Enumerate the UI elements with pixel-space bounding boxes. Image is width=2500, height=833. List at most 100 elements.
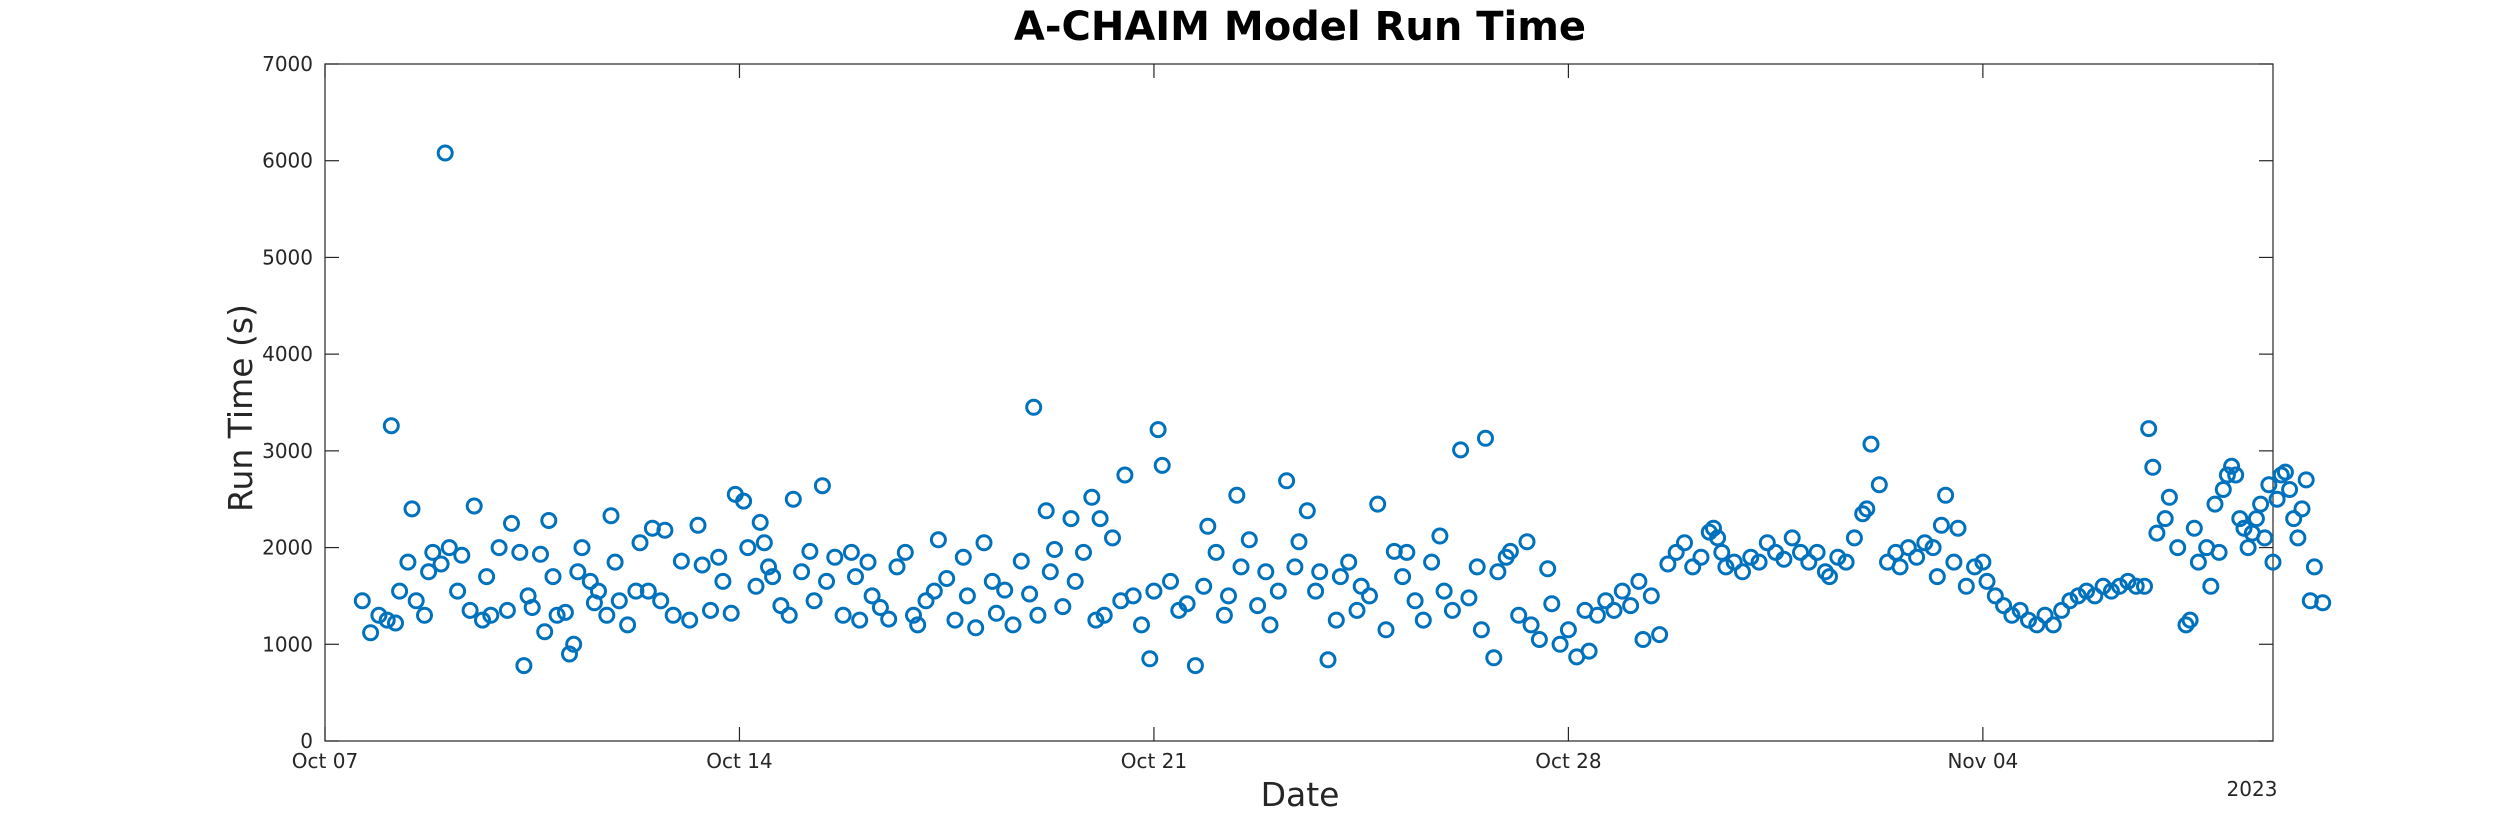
data-point [1800,553,1818,571]
data-point [465,497,483,515]
data-point [2206,495,2224,513]
data-point [722,604,740,622]
y-tick-label: 3000 [262,439,313,463]
data-point [573,539,591,557]
data-point [1435,582,1453,600]
data-point [2136,577,2153,595]
data-point [1978,572,1996,590]
data-point [602,507,620,525]
data-point [2169,539,2187,557]
data-point [859,553,877,571]
data-point [1257,563,1275,581]
data-point [2252,495,2270,513]
data-point [929,531,947,549]
data-point [2223,457,2241,475]
data-point [2053,601,2071,619]
data-point [751,513,769,531]
data-point [1709,529,1727,547]
data-point [490,539,508,557]
x-tick-label: Oct 07 [292,749,358,773]
data-point [544,568,562,586]
data-point [793,563,811,581]
plot-box [324,63,2274,742]
data-point [1307,582,1325,600]
data-point [938,570,956,587]
data-point [382,417,400,435]
data-point [1141,650,1159,668]
data-point [863,587,881,605]
data-point [880,610,898,628]
data-point [1311,563,1329,581]
data-point [1551,635,1569,653]
data-point [1054,598,1072,616]
data-point [1029,606,1047,624]
data-point [1937,486,1955,504]
data-point [1286,558,1304,576]
data-point [432,555,450,573]
data-point [503,514,520,532]
y-tick-label: 2000 [262,536,313,560]
data-point [1319,651,1337,669]
data-point [1829,548,1847,566]
data-point [1199,517,1217,535]
data-point [1684,558,1702,576]
data-point [2127,577,2145,595]
data-point [1966,558,1984,576]
data-point [909,616,927,634]
data-point [2247,510,2265,528]
data-point [1145,582,1163,600]
data-point [1004,616,1022,634]
data-point [2214,481,2232,498]
data-point [1423,553,1441,571]
data-point [1414,611,1432,629]
data-point [958,587,976,605]
data-point [449,582,467,600]
data-point [2239,539,2257,557]
data-point [1870,476,1888,494]
data-point [1186,657,1204,675]
data-point [1037,502,1055,520]
data-point [1821,568,1838,586]
data-point [1290,533,1308,551]
data-point [1530,631,1548,648]
data-point [805,592,823,610]
data-point [1348,601,1366,619]
data-point [1908,548,1926,566]
data-point [672,552,690,570]
data-point [664,606,682,624]
data-point [387,614,404,632]
data-point [362,624,380,642]
data-point [1783,529,1801,547]
data-point [2003,606,2021,624]
data-point [1775,550,1793,568]
data-point [2260,476,2278,494]
data-point [1091,510,1109,528]
data-point [1232,558,1250,576]
data-point [590,582,607,600]
data-point [1066,572,1084,590]
data-point [1957,577,1975,595]
data-point [656,521,674,539]
data-point [1945,553,1963,571]
data-point [1431,527,1449,545]
x-tick-label: Oct 21 [1121,749,1187,773]
data-point [1083,488,1101,506]
data-point [639,582,657,600]
data-point [416,606,433,624]
data-point [1153,456,1171,474]
data-point [755,534,773,552]
data-point [1025,398,1043,416]
data-point [561,645,578,663]
data-point [631,534,649,552]
data-point [1116,466,1134,484]
data-point [1630,572,1648,590]
x-axis: Oct 07 Oct 14 Oct 21 Oct 28 Nov 04 [292,64,2018,773]
data-point [1149,421,1167,439]
data-point [606,553,624,571]
data-point [2276,463,2294,481]
data-point [2036,606,2054,624]
data-point [1995,597,2013,615]
data-point [1162,572,1179,590]
data-point [1539,560,1557,578]
data-point [581,572,599,590]
